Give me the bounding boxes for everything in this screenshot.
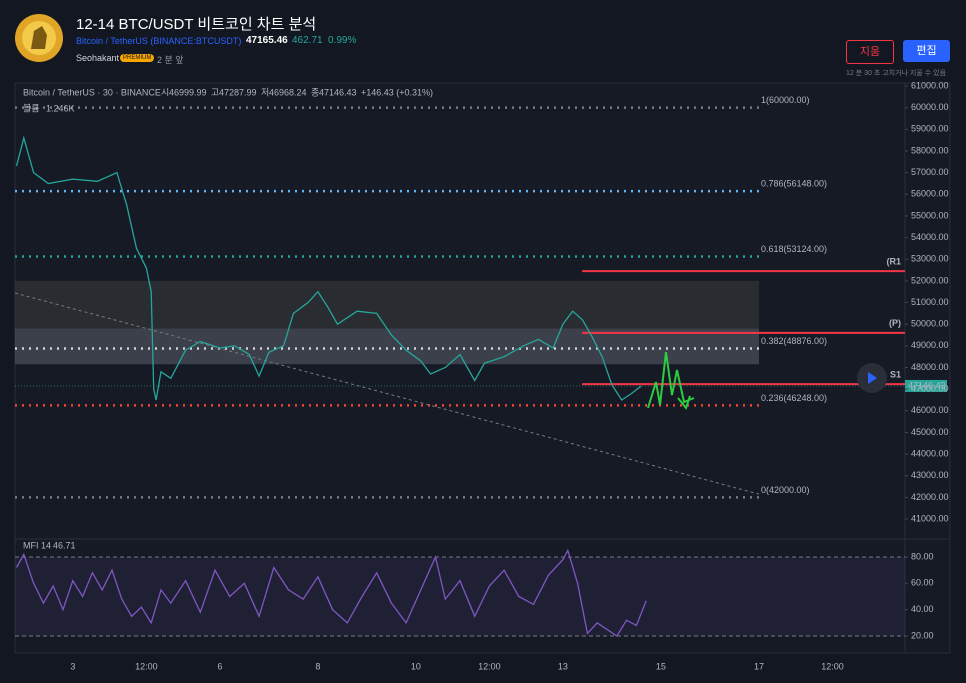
pivot-label: S1 — [890, 370, 901, 380]
edit-note: 12 분 30 초 고치거나 지울 수 있음 — [846, 70, 947, 77]
ohlc-value: 47287.99 — [219, 87, 257, 97]
mfi-title: MFI 14 — [23, 540, 51, 550]
play-icon[interactable] — [868, 372, 877, 384]
y-tick-label: 48000.00 — [911, 362, 949, 372]
mfi-band — [15, 556, 905, 637]
symbol[interactable]: Bitcoin / TetherUS — [76, 36, 148, 46]
x-tick-label: 13 — [558, 661, 568, 671]
x-tick-label: 12:00 — [135, 661, 158, 671]
exchange[interactable]: (BINANCE:BTCUSDT) — [150, 36, 242, 46]
fib-label: 0.236(46248.00) — [761, 393, 827, 403]
y-tick-label: 50000.00 — [911, 319, 949, 329]
y-tick-label: 59000.00 — [911, 124, 949, 134]
y-tick-label: 43000.00 — [911, 470, 949, 480]
time: 2 분 앞 — [157, 55, 184, 65]
ohlc-label: 시 — [161, 87, 169, 97]
y-tick-label: 56000.00 — [911, 189, 949, 199]
y-tick-label: 53000.00 — [911, 254, 949, 264]
y-tick-label: 40.00 — [911, 604, 934, 614]
author[interactable]: Seohakant — [76, 53, 120, 63]
volume-label: 볼륨 — [23, 103, 40, 113]
series-line — [15, 548, 647, 637]
y-tick-label: 60.00 — [911, 578, 934, 588]
x-tick-label: 8 — [315, 661, 320, 671]
delete-button[interactable]: 지움 — [846, 40, 894, 64]
pivot-label: (R1 — [886, 257, 901, 267]
drawn-zigzag — [647, 351, 695, 411]
mfi-last: 46.71 — [53, 540, 76, 550]
symbol-link[interactable]: Bitcoin / TetherUS (BINANCE:BTCUSDT) — [76, 36, 241, 46]
ohlc-value: 47146.43 — [319, 87, 357, 97]
price: 47165.46 — [246, 35, 288, 46]
volume-value: 1.246K — [46, 103, 75, 113]
ohlc-value: 46999.99 — [169, 87, 207, 97]
x-tick-label: 3 — [70, 661, 75, 671]
ohlc-label: 저 — [261, 87, 269, 97]
y-tick-label: 47000.00 — [911, 384, 949, 394]
y-tick-label: 55000.00 — [911, 210, 949, 220]
y-tick-label: 45000.00 — [911, 427, 949, 437]
fib-label: 0.786(56148.00) — [761, 178, 827, 188]
y-tick-label: 61000.00 — [911, 80, 949, 90]
fib-label: 0(42000.00) — [761, 485, 810, 495]
y-tick-label: 46000.00 — [911, 405, 949, 415]
x-tick-label: 12:00 — [821, 661, 844, 671]
badge: PREMIUM — [120, 54, 155, 62]
fib-label: 0.618(53124.00) — [761, 244, 827, 254]
avatar — [15, 14, 63, 62]
x-tick-label: 12:00 — [478, 661, 501, 671]
fib-label: 0.382(48876.00) — [761, 336, 827, 346]
last-price-box — [905, 379, 947, 392]
y-tick-label: 52000.00 — [911, 275, 949, 285]
x-tick-label: 6 — [217, 661, 222, 671]
x-tick-label: 17 — [754, 661, 764, 671]
x-tick-label: 15 — [656, 661, 666, 671]
change: 462.71 — [292, 35, 323, 46]
zone — [15, 280, 759, 329]
trend-line — [14, 292, 760, 495]
idea-title: 12-14 BTC/USDT 비트코인 차트 분석 — [76, 16, 317, 33]
y-tick-label: 20.00 — [911, 630, 934, 640]
header: 12-14 BTC/USDT 비트코인 차트 분석 Bitcoin / Teth… — [0, 0, 966, 80]
y-tick-label: 58000.00 — [911, 145, 949, 155]
y-tick-label: 42000.00 — [911, 492, 949, 502]
last-price-label: 47146.43 — [908, 380, 946, 390]
series-title: Bitcoin / TetherUS · 30 · BINANCE — [23, 87, 161, 97]
change-pct: 0.99% — [328, 35, 357, 46]
y-tick-label: 44000.00 — [911, 448, 949, 458]
ohlc-label: 종 — [311, 87, 319, 97]
y-tick-label: 60000.00 — [911, 102, 949, 112]
ohlc-value: 46968.24 — [269, 87, 307, 97]
y-tick-label: 41000.00 — [911, 513, 949, 523]
y-tick-label: 51000.00 — [911, 297, 949, 307]
y-tick-label: 54000.00 — [911, 232, 949, 242]
change-label: +146.43 (+0.31%) — [361, 87, 433, 97]
y-tick-label: 57000.00 — [911, 167, 949, 177]
y-tick-label: 80.00 — [911, 551, 934, 561]
zone — [15, 328, 759, 365]
series-line — [15, 135, 642, 401]
ohlc-label: 고 — [211, 87, 219, 97]
fib-label: 1(60000.00) — [761, 95, 810, 105]
x-tick-label: 10 — [411, 661, 421, 671]
y-tick-label: 49000.00 — [911, 340, 949, 350]
pivot-label: (P) — [889, 318, 901, 328]
edit-button[interactable]: 편집 — [903, 40, 950, 62]
